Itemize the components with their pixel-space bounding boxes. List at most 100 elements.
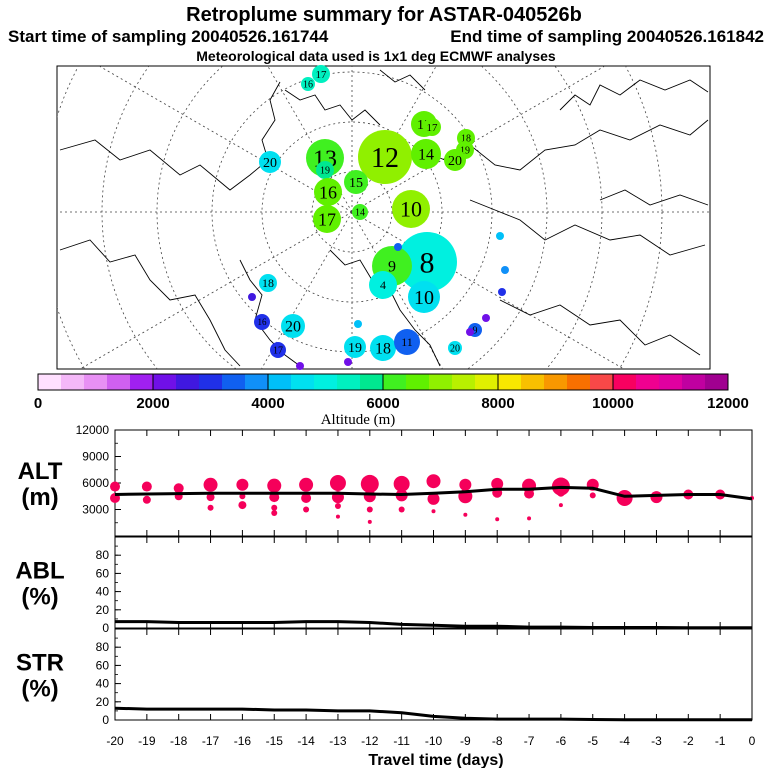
altitude-point [110,481,120,492]
altitude-point [366,506,373,513]
y-tick-label: 60 [96,658,110,672]
colorbar-tick-label: 12000 [707,395,749,412]
plume-dot [394,243,402,251]
altitude-point [558,503,563,508]
plume-day-label: 19 [320,166,330,177]
plume-dot [498,288,506,296]
plume-day-label: 10 [414,287,434,309]
plume-day-label: 20 [285,319,301,336]
colorbar-swatch [406,374,430,390]
plume-day-label: 17 [273,346,283,357]
altitude-point [271,504,278,511]
panel-frame [114,628,753,721]
altitude-point [363,490,376,503]
x-tick-label: -5 [587,734,598,748]
plume-day-label: 17 [316,69,328,81]
plume-bubble [259,274,277,292]
altitude-point [589,492,596,499]
coastline [59,81,281,191]
plume-dot [354,320,362,328]
plume-bubble [352,204,368,220]
plume-bubble [254,314,270,330]
altitude-point [426,474,441,489]
plume-bubble [392,190,430,228]
colorbar-swatch [130,374,154,390]
altitude-point [203,477,218,492]
plume-day-label: 20 [263,156,277,171]
plume-day-label: 11 [401,335,413,349]
colorbar-swatch [199,374,223,390]
colorbar-swatch [705,374,729,390]
x-tick-label: -12 [361,734,379,748]
plume-bubble [270,342,286,358]
panel-label: STR [16,650,64,677]
colorbar-swatch [360,374,384,390]
y-tick-label: 80 [96,640,110,654]
abl-panel: 80 60 40 20 0 ABL(%) [15,536,753,635]
plume-bubble [316,161,334,179]
colorbar-swatch [544,374,568,390]
plume-bubble [314,178,342,206]
coastline [499,299,701,356]
altitude-point [431,509,436,514]
colorbar-swatch [61,374,85,390]
altitude-point [173,483,184,494]
colorbar-swatch [176,374,200,390]
altitude-point [299,477,314,492]
colorbar-swatch [521,374,545,390]
plume-bubble [394,329,420,355]
colorbar-swatch [222,374,246,390]
panel-unit: (m) [21,484,58,511]
plume-bubble [312,65,330,83]
colorbar-swatch [475,374,499,390]
str-panel: 80 60 40 20 0 STR(%) [16,628,753,727]
altitude-point [206,493,215,502]
plume-dot [248,293,256,301]
x-axis-label: Travel time (days) [368,752,503,768]
plume-day-label: 9 [473,326,478,337]
colorbar-swatch [153,374,177,390]
plume-day-label: 14 [355,208,365,219]
x-tick-label: -13 [329,734,347,748]
colorbar-label: Altitude (m) [321,412,396,428]
coastline [59,239,241,367]
altitude-point [491,477,504,490]
colorbar-swatch [452,374,476,390]
plume-bubble [358,130,412,184]
abl-fraction-line [115,620,752,630]
figure-title: Retroplume summary for ASTAR-040526b [186,4,582,26]
sampling-end-text: End time of sampling 20040526.161842 [450,27,764,46]
plume-bubbles: 1716151718192012141320191516141710891041… [248,65,509,370]
colorbar-tick-label: 6000 [366,395,399,412]
x-tick-label: -14 [297,734,315,748]
plume-day-label: 8 [420,247,435,280]
coastline [379,69,426,91]
altitude-point [367,519,372,524]
altitude-point [141,481,152,492]
plume-dot [466,328,474,336]
plume-dot [501,266,509,274]
plume-day-label: 20 [450,344,460,355]
altitude-point [393,475,410,492]
plume-bubble [423,118,441,136]
colorbar-swatch [245,374,269,390]
altitude-point [459,478,472,491]
travel-time-axis: Travel time (days) -20 -19 -18 -17 -16 -15 -14… [106,734,755,768]
colorbar-swatch [659,374,683,390]
plume-day-label: 15 [349,176,363,191]
y-tick-label: 20 [96,695,110,709]
panel-frame [114,536,753,629]
x-tick-label: -15 [266,734,284,748]
plume-bubble [397,232,457,292]
x-tick-label: -20 [106,734,124,748]
panel-unit: (%) [21,584,58,611]
altitude-point [329,475,346,491]
colorbar-swatch [268,374,292,390]
plume-bubble [301,77,315,91]
plume-dot [296,362,304,370]
altitude-point [527,516,532,521]
colorbar-swatch [682,374,706,390]
colorbar-ticks: 0 2000 4000 6000 8000 10000 12000 [34,374,749,412]
colorbar-swatch [498,374,522,390]
altitude-point [495,517,500,522]
